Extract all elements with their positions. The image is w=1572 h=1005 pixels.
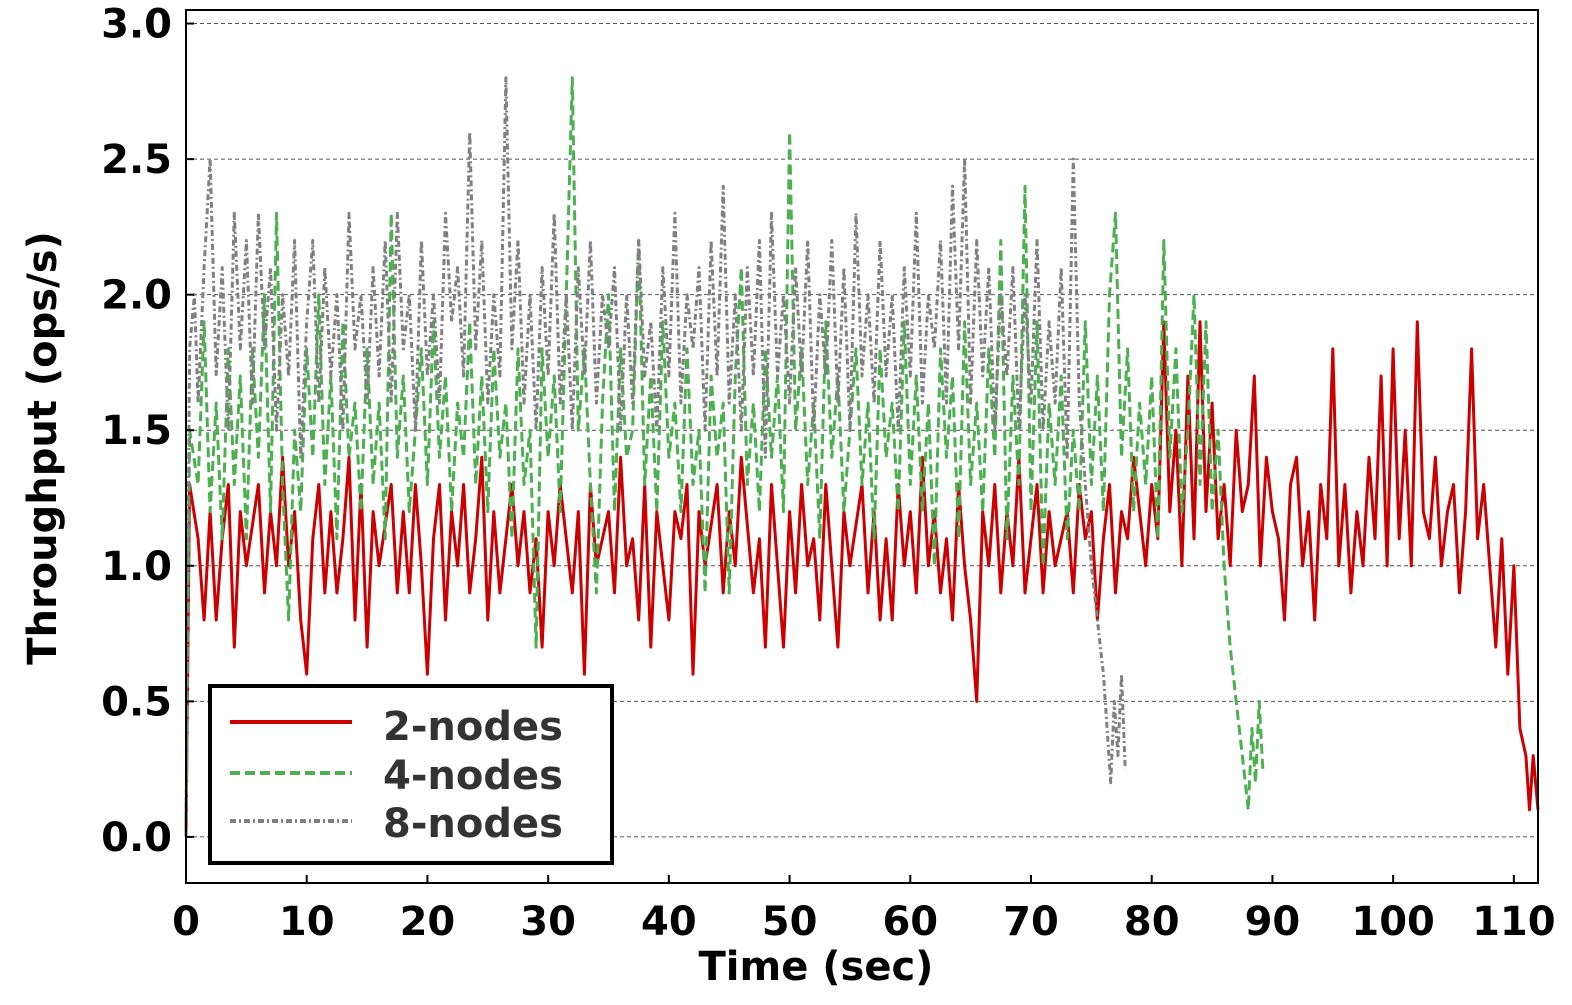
plot-frame — [185, 9, 1539, 884]
y-axis-title: Throughput (ops/s) — [20, 231, 66, 665]
x-tick-label-11: 110 — [1472, 899, 1556, 945]
x-tick-label-10: 100 — [1351, 899, 1435, 945]
series-line-2-nodes — [184, 320, 1540, 837]
x-axis-title: Time (sec) — [699, 944, 934, 990]
x-tick-label-1: 10 — [279, 899, 335, 945]
x-axis-ticks: 0 10 20 30 40 50 60 70 80 90 100 110 — [172, 875, 1556, 945]
y-tick-label-1: 0.5 — [101, 679, 172, 725]
x-tick-label-7: 70 — [1003, 899, 1059, 945]
series-lines — [184, 76, 1540, 837]
series-line-8-nodes — [184, 76, 1127, 837]
x-tick-label-9: 90 — [1245, 899, 1301, 945]
x-tick-label-6: 60 — [882, 899, 938, 945]
x-tick-label-5: 50 — [762, 899, 818, 945]
x-tick-label-4: 40 — [641, 899, 697, 945]
legend: 2-nodes 4-nodes 8-nodes — [208, 684, 614, 865]
y-tick-label-0: 0.0 — [101, 815, 172, 861]
x-tick-label-2: 20 — [400, 899, 456, 945]
legend-label-8-nodes: 8-nodes — [383, 801, 563, 847]
y-tick-label-5: 2.5 — [101, 137, 172, 183]
y-tick-label-3: 1.5 — [101, 408, 172, 454]
y-tick-label-2: 1.0 — [101, 544, 172, 590]
x-tick-label-3: 30 — [520, 899, 576, 945]
series-line-4-nodes — [184, 76, 1265, 837]
legend-label-2-nodes: 2-nodes — [383, 704, 563, 750]
y-tick-label-4: 2.0 — [101, 273, 172, 319]
legend-label-4-nodes: 4-nodes — [383, 753, 563, 799]
x-tick-label-0: 0 — [172, 899, 200, 945]
x-tick-label-8: 80 — [1124, 899, 1180, 945]
y-tick-label-6: 3.0 — [101, 2, 172, 48]
y-axis-ticks: 0.0 0.5 1.0 1.5 2.0 2.5 3.0 — [101, 2, 194, 861]
